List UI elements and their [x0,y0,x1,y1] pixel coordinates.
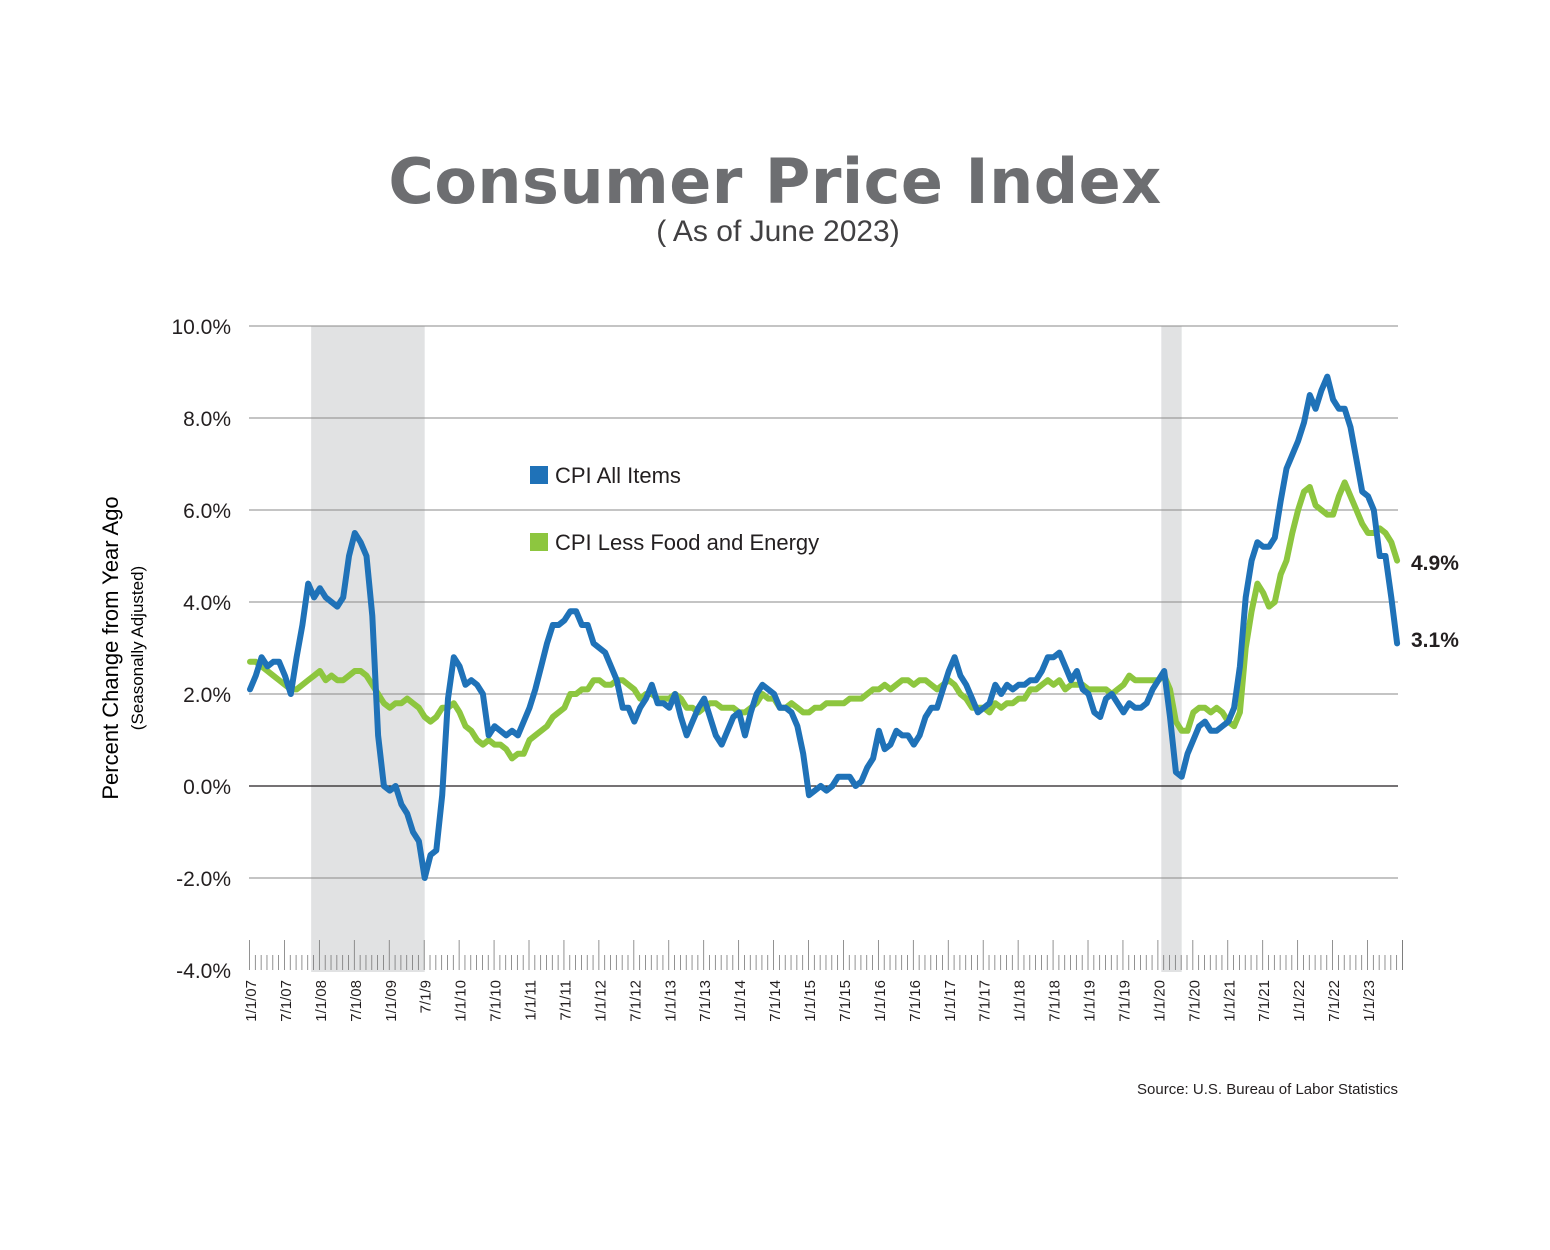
x-tick-label: 7/1/13 [697,980,714,1022]
x-tick-label: 1/1/21 [1221,980,1238,1022]
x-tick-label: 1/1/13 [662,980,679,1022]
x-tick-label: 1/1/14 [732,980,749,1022]
series-line-core [247,479,1401,762]
x-tick-label: 7/1/22 [1326,980,1343,1022]
x-tick-label: 1/1/17 [942,980,959,1022]
x-tick-label: 7/1/17 [977,980,994,1022]
x-tick-label: 1/1/15 [802,980,819,1022]
legend-swatch-all-items [530,466,548,484]
x-tick-label: 7/1/18 [1047,980,1064,1022]
source-note: Source: U.S. Bureau of Labor Statistics [1137,1081,1398,1098]
x-tick-label: 7/1/21 [1256,980,1273,1022]
chart-title: Consumer Price Index [388,145,1162,218]
legend-label-all-items: CPI All Items [555,463,681,488]
end-label-core: 4.9% [1411,552,1459,575]
recession-shading [311,326,425,972]
x-tick-label: 1/1/12 [592,980,609,1022]
y-tick-label: -4.0% [176,960,231,983]
legend-label-core: CPI Less Food and Energy [555,530,819,555]
y-tick-label: 10.0% [171,316,231,339]
recession-shading [1161,326,1182,972]
y-axis-sublabel: (Seasonally Adjusted) [128,566,147,730]
x-tick-label: 1/1/08 [313,980,330,1022]
y-tick-label: 8.0% [183,408,231,431]
x-tick-label: 1/1/23 [1361,980,1378,1022]
x-tick-label: 1/1/16 [872,980,889,1022]
y-tick-label: 0.0% [183,776,231,799]
y-tick-label: -2.0% [176,868,231,891]
x-tick-label: 1/1/19 [1082,980,1099,1022]
x-tick-label: 7/1/08 [348,980,365,1022]
x-tick-label: 1/1/20 [1151,980,1168,1022]
x-tick-label: 7/1/12 [627,980,644,1022]
x-tick-label: 7/1/20 [1186,980,1203,1022]
y-axis-label: Percent Change from Year Ago [98,496,123,799]
x-tick-label: 1/1/22 [1291,980,1308,1022]
series-line-all-items [247,373,1401,881]
y-tick-label: 6.0% [183,500,231,523]
x-tick-label: 7/1/19 [1116,980,1133,1022]
chart-subtitle: ( As of June 2023) [656,215,900,248]
x-tick-label: 7/1/10 [488,980,505,1022]
x-tick-label: 1/1/09 [383,980,400,1022]
x-tick-label: 7/1/11 [557,980,574,1021]
y-tick-label: 4.0% [183,592,231,615]
y-tick-label: 2.0% [183,684,231,707]
end-label-all-items: 3.1% [1411,629,1459,652]
x-tick-label: 1/1/07 [243,980,260,1022]
x-tick-label: 1/1/11 [523,980,540,1021]
x-tick-label: 7/1/9 [418,980,435,1013]
x-tick-label: 1/1/10 [453,980,470,1022]
x-tick-label: 7/1/15 [837,980,854,1022]
legend: CPI All Items CPI Less Food and Energy [530,463,819,555]
x-tick-label: 7/1/14 [767,980,784,1022]
x-tick-label: 7/1/16 [907,980,924,1022]
x-tick-label: 1/1/18 [1012,980,1029,1022]
legend-swatch-core [530,533,548,551]
x-tick-label: 7/1/07 [278,980,295,1022]
